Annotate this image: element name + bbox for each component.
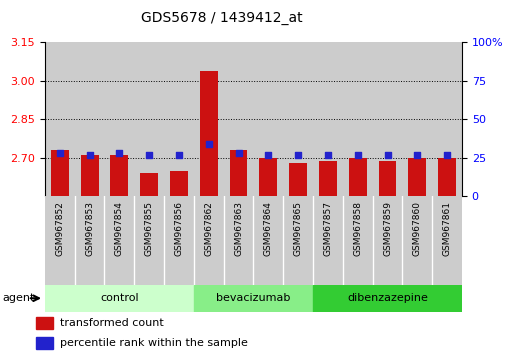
- Bar: [432, 42, 462, 196]
- Bar: [36, 318, 53, 329]
- Bar: [253, 196, 283, 285]
- Bar: [110, 155, 128, 196]
- Bar: [289, 163, 307, 196]
- Text: GSM967857: GSM967857: [324, 201, 333, 256]
- Text: GSM967854: GSM967854: [115, 201, 124, 256]
- Bar: [319, 161, 337, 196]
- Point: [354, 152, 362, 158]
- Bar: [81, 155, 99, 196]
- Bar: [194, 42, 224, 196]
- Bar: [402, 42, 432, 196]
- Point: [413, 152, 421, 158]
- Point: [115, 150, 124, 156]
- Bar: [408, 158, 426, 196]
- Text: GSM967858: GSM967858: [353, 201, 362, 256]
- Bar: [432, 196, 462, 285]
- Bar: [194, 196, 224, 285]
- Bar: [349, 158, 366, 196]
- Text: GSM967852: GSM967852: [55, 201, 64, 256]
- Text: GSM967865: GSM967865: [294, 201, 303, 256]
- Bar: [373, 42, 402, 196]
- Bar: [224, 196, 253, 285]
- Bar: [105, 196, 134, 285]
- Bar: [259, 158, 277, 196]
- Bar: [45, 196, 74, 285]
- Text: percentile rank within the sample: percentile rank within the sample: [60, 338, 248, 348]
- Bar: [45, 285, 194, 312]
- Text: agent: agent: [2, 293, 35, 303]
- Point: [383, 152, 392, 158]
- Bar: [36, 337, 53, 349]
- Bar: [343, 42, 373, 196]
- Text: GSM967855: GSM967855: [145, 201, 154, 256]
- Text: GSM967864: GSM967864: [264, 201, 273, 256]
- Point: [145, 152, 154, 158]
- Point: [234, 150, 243, 156]
- Text: control: control: [100, 293, 139, 303]
- Point: [324, 152, 332, 158]
- Point: [55, 150, 64, 156]
- Bar: [105, 42, 134, 196]
- Bar: [164, 196, 194, 285]
- Point: [204, 141, 213, 147]
- Text: GSM967859: GSM967859: [383, 201, 392, 256]
- Text: GSM967863: GSM967863: [234, 201, 243, 256]
- Text: GDS5678 / 1439412_at: GDS5678 / 1439412_at: [141, 11, 303, 25]
- Point: [86, 152, 94, 158]
- Bar: [74, 42, 105, 196]
- Bar: [200, 71, 218, 196]
- Text: GSM967862: GSM967862: [204, 201, 213, 256]
- Text: GSM967861: GSM967861: [442, 201, 451, 256]
- Point: [264, 152, 272, 158]
- Bar: [134, 196, 164, 285]
- Bar: [45, 42, 74, 196]
- Bar: [313, 285, 462, 312]
- Text: GSM967856: GSM967856: [174, 201, 183, 256]
- Bar: [224, 42, 253, 196]
- Bar: [164, 42, 194, 196]
- Bar: [343, 196, 373, 285]
- Bar: [51, 150, 69, 196]
- Bar: [140, 173, 158, 196]
- Text: dibenzazepine: dibenzazepine: [347, 293, 428, 303]
- Bar: [230, 150, 248, 196]
- Bar: [134, 42, 164, 196]
- Text: transformed count: transformed count: [60, 318, 163, 329]
- Bar: [313, 196, 343, 285]
- Bar: [313, 42, 343, 196]
- Bar: [283, 42, 313, 196]
- Bar: [170, 171, 188, 196]
- Bar: [402, 196, 432, 285]
- Text: GSM967860: GSM967860: [413, 201, 422, 256]
- Point: [175, 152, 183, 158]
- Bar: [74, 196, 105, 285]
- Bar: [253, 42, 283, 196]
- Bar: [194, 285, 313, 312]
- Point: [443, 152, 451, 158]
- Bar: [379, 161, 397, 196]
- Bar: [373, 196, 402, 285]
- Text: GSM967853: GSM967853: [85, 201, 94, 256]
- Text: bevacizumab: bevacizumab: [216, 293, 290, 303]
- Bar: [438, 158, 456, 196]
- Point: [294, 152, 303, 158]
- Bar: [283, 196, 313, 285]
